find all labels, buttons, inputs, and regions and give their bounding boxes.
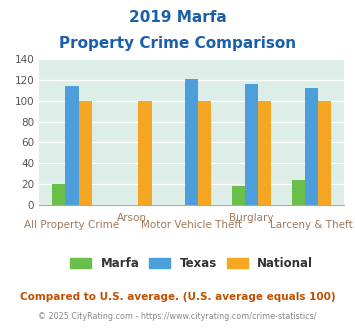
Bar [198,101,212,205]
Bar [78,101,92,205]
Text: Motor Vehicle Theft: Motor Vehicle Theft [141,220,242,230]
Bar [258,101,271,205]
Text: Compared to U.S. average. (U.S. average equals 100): Compared to U.S. average. (U.S. average … [20,292,335,302]
Bar [232,186,245,205]
Bar [65,86,78,205]
Bar [138,101,152,205]
Text: Arson: Arson [117,213,147,223]
Bar [185,79,198,205]
Legend: Marfa, Texas, National: Marfa, Texas, National [64,251,319,276]
Text: Property Crime Comparison: Property Crime Comparison [59,36,296,51]
Text: Burglary: Burglary [229,213,274,223]
Text: 2019 Marfa: 2019 Marfa [129,10,226,25]
Text: © 2025 CityRating.com - https://www.cityrating.com/crime-statistics/: © 2025 CityRating.com - https://www.city… [38,312,317,321]
Bar [245,84,258,205]
Bar [305,88,318,205]
Text: All Property Crime: All Property Crime [24,220,120,230]
Bar [292,180,305,205]
Bar [318,101,331,205]
Bar [52,184,65,205]
Text: Larceny & Theft: Larceny & Theft [270,220,353,230]
